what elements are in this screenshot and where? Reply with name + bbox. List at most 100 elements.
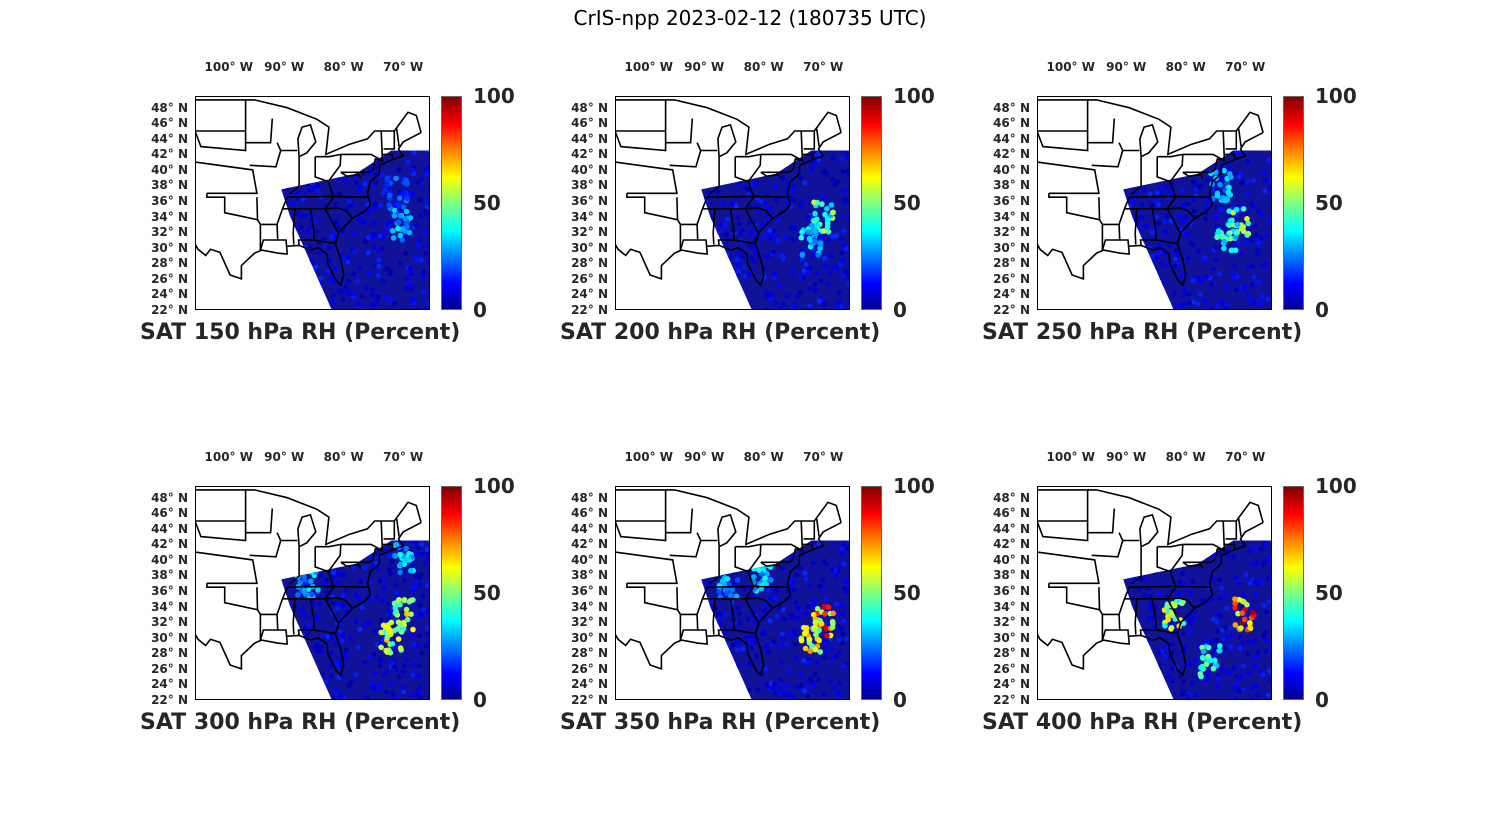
data-point [1145, 683, 1151, 689]
data-point [1040, 569, 1045, 574]
data-point [1181, 527, 1186, 532]
data-point [1161, 528, 1166, 533]
data-point [1180, 570, 1186, 576]
data-point [221, 115, 226, 120]
data-point [281, 569, 284, 574]
data-point [640, 578, 645, 583]
data-point [810, 604, 815, 610]
state-boundary [1124, 586, 1177, 600]
data-point [811, 150, 817, 155]
state-boundary [340, 520, 384, 552]
data-point [728, 673, 734, 679]
data-point [415, 490, 420, 495]
data-point [423, 643, 429, 649]
data-point [313, 643, 319, 649]
data-point [261, 157, 266, 162]
data-point [384, 266, 390, 271]
data-point [1214, 224, 1220, 230]
data-point [309, 260, 315, 265]
data-point [420, 593, 426, 599]
data-point [1215, 492, 1220, 497]
data-point [1123, 164, 1128, 169]
data-point [1092, 198, 1097, 203]
data-point [1128, 564, 1134, 570]
data-point [1243, 572, 1249, 578]
data-point [1058, 172, 1063, 177]
data-point [1158, 141, 1163, 146]
data-point [795, 123, 800, 128]
state-boundary [1167, 597, 1196, 609]
data-point [1058, 616, 1063, 621]
data-point [295, 513, 300, 518]
state-boundary [315, 153, 341, 158]
data-point [1070, 233, 1075, 238]
data-point [773, 197, 779, 203]
data-point [419, 650, 425, 656]
state-boundary [747, 181, 755, 198]
data-point [1189, 123, 1194, 128]
data-point [1142, 176, 1148, 181]
data-point [791, 587, 797, 593]
data-point [1170, 678, 1176, 684]
data-point [1157, 591, 1163, 597]
data-point [1049, 296, 1054, 301]
panel-5: 100° W 90° W 80° W 70° W 48° N 46° N 44° N 42° … [560, 450, 940, 786]
data-point [1147, 534, 1152, 539]
data-point [1236, 174, 1242, 180]
data-point [727, 278, 733, 284]
data-point [365, 250, 371, 256]
data-point [753, 550, 759, 556]
data-point [307, 293, 313, 299]
data-point [1041, 281, 1046, 286]
state-boundary [325, 597, 354, 609]
data-point [1199, 278, 1205, 284]
data-point [371, 671, 377, 677]
data-point [370, 563, 376, 569]
panel-title: SAT 300 hPa RH (Percent) [140, 710, 461, 735]
data-point [1123, 620, 1125, 626]
map-plot [1037, 96, 1272, 310]
data-point [1090, 572, 1095, 577]
data-point [1114, 534, 1119, 539]
data-point [408, 567, 414, 574]
data-point [291, 116, 296, 121]
data-point [756, 531, 761, 536]
data-point [685, 300, 690, 305]
state-boundary [1139, 123, 1159, 158]
data-point [344, 530, 349, 535]
data-point [1081, 684, 1086, 689]
data-point [1220, 636, 1226, 641]
data-point [1139, 656, 1145, 661]
data-point [1232, 622, 1239, 628]
data-point [1234, 221, 1241, 228]
data-point [645, 607, 650, 612]
data-point [1134, 655, 1140, 661]
data-point [816, 627, 822, 633]
data-point [685, 179, 690, 184]
data-point [404, 285, 410, 291]
data-point [1052, 512, 1057, 517]
data-point [252, 613, 257, 618]
data-point [308, 678, 314, 684]
data-point [380, 637, 385, 643]
data-point [755, 532, 760, 537]
data-point [707, 224, 713, 229]
data-point [1100, 599, 1105, 604]
data-point [1142, 560, 1148, 566]
data-point [386, 608, 392, 614]
data-point [813, 288, 818, 294]
data-point [246, 243, 251, 248]
data-point [619, 198, 624, 203]
data-point [725, 216, 731, 222]
state-boundary [1123, 196, 1130, 210]
data-point [1122, 504, 1127, 509]
state-boundary [1214, 158, 1225, 171]
data-point [747, 687, 752, 693]
data-point [292, 523, 297, 528]
data-point [346, 254, 351, 260]
data-point [662, 548, 667, 553]
data-point [301, 586, 308, 593]
data-point [366, 532, 371, 537]
data-point [424, 150, 430, 153]
data-point [1077, 134, 1082, 139]
